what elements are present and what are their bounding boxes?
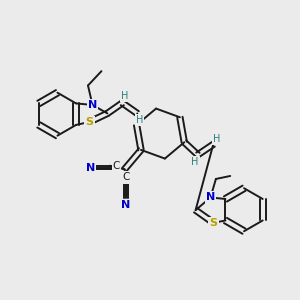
Text: S: S — [209, 218, 217, 228]
Text: H: H — [213, 134, 220, 144]
Text: H: H — [191, 157, 198, 167]
Text: N: N — [122, 200, 131, 210]
Text: C: C — [113, 161, 120, 171]
Text: N: N — [85, 163, 95, 172]
Text: S: S — [85, 117, 94, 127]
Text: N: N — [88, 100, 97, 110]
Text: N: N — [206, 193, 215, 202]
Text: H: H — [136, 115, 143, 125]
Text: C: C — [122, 172, 130, 182]
Text: H: H — [121, 92, 128, 101]
